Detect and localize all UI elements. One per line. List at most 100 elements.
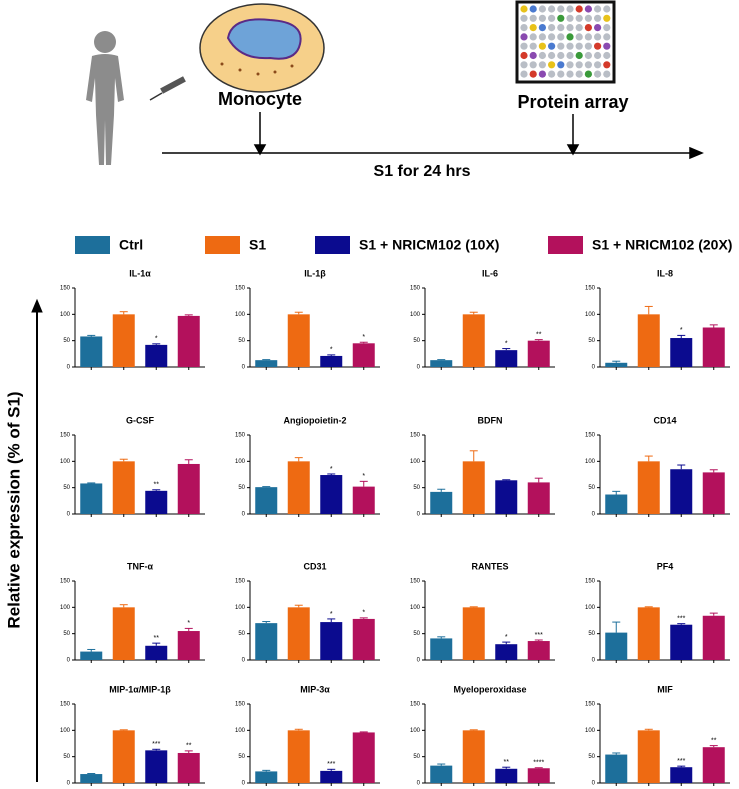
bar [495, 644, 518, 660]
array-dot [603, 51, 611, 60]
bar [287, 461, 310, 514]
y-tick-label: 150 [60, 702, 71, 708]
panel-title: IL-1α [129, 268, 151, 278]
array-dot [594, 14, 602, 22]
y-tick-label: 0 [592, 512, 596, 518]
y-tick-label: 150 [585, 702, 596, 708]
error-bar [502, 479, 511, 481]
error-bar [262, 769, 271, 772]
y-tick-label: 0 [67, 781, 71, 787]
y-tick-label: 0 [417, 658, 421, 664]
y-tick-label: 50 [238, 338, 245, 344]
panel-title: MIP-1α/MIP-1β [109, 684, 171, 694]
y-tick-label: 100 [60, 312, 71, 318]
array-dot [575, 42, 583, 50]
significance-label: ** [186, 743, 192, 750]
bar [352, 732, 375, 783]
y-tick-label: 150 [410, 286, 421, 292]
error-bar [469, 450, 478, 462]
legend-label: S1 + NRICM102 (10X) [359, 237, 499, 253]
array-dot [548, 70, 556, 78]
y-tick-label: 0 [67, 365, 71, 371]
y-tick-label: 100 [60, 605, 71, 611]
bar [112, 730, 135, 783]
array-dot [529, 5, 537, 13]
significance-label: ** [536, 331, 542, 338]
array-dot [603, 61, 611, 69]
error-bar [644, 728, 653, 731]
panel-title: PF4 [657, 561, 674, 571]
array-dot [538, 14, 547, 22]
y-tick-label: 0 [242, 512, 246, 518]
treatment-label: S1 for 24 hrs [374, 163, 471, 180]
array-dot [594, 70, 602, 78]
bar [255, 623, 278, 660]
y-tick-label: 150 [410, 433, 421, 439]
y-tick-label: 0 [417, 365, 421, 371]
timeline-arrows [162, 112, 704, 160]
significance-label: * [362, 334, 365, 341]
y-tick-label: 150 [410, 702, 421, 708]
array-dot [529, 14, 537, 22]
error-bar [87, 648, 96, 652]
y-tick-label: 150 [585, 579, 596, 585]
array-dot [538, 33, 547, 41]
y-tick-label: 150 [410, 579, 421, 585]
error-bar [612, 621, 621, 633]
array-dot [566, 24, 574, 32]
bar [670, 338, 693, 367]
y-tick-label: 50 [413, 338, 420, 344]
y-tick-label: 100 [585, 312, 596, 318]
significance-label: * [505, 634, 508, 641]
y-tick-label: 0 [67, 658, 71, 664]
panel-title: MIF [657, 684, 673, 694]
bar [320, 355, 343, 367]
panel-title: MIP-3α [300, 684, 330, 694]
error-bar [437, 359, 446, 361]
array-dot [584, 14, 593, 22]
array-dot [520, 70, 528, 78]
significance-label: * [505, 340, 508, 347]
array-dot [603, 14, 611, 22]
array-dot [575, 14, 583, 22]
array-dot [594, 61, 602, 69]
significance-label: * [362, 473, 365, 480]
error-bar [437, 763, 446, 766]
significance-label: *** [535, 632, 543, 639]
bar [287, 314, 310, 367]
y-tick-label: 0 [417, 512, 421, 518]
error-bar [152, 343, 161, 345]
bar [352, 343, 375, 367]
y-tick-label: 50 [238, 631, 245, 637]
y-tick-label: 150 [235, 286, 246, 292]
y-tick-label: 50 [588, 338, 595, 344]
array-dot [529, 51, 537, 60]
array-dot [538, 70, 547, 78]
y-tick-label: 100 [235, 459, 246, 465]
error-bar [469, 729, 478, 731]
bar [112, 314, 135, 367]
y-tick-label: 0 [242, 658, 246, 664]
error-bar [612, 360, 621, 363]
y-tick-label: 150 [60, 579, 71, 585]
bar [145, 750, 168, 783]
error-bar [644, 305, 653, 315]
error-bar [469, 606, 478, 608]
bar [112, 607, 135, 660]
significance-label: **** [533, 760, 544, 767]
bar [255, 487, 278, 514]
bar [352, 618, 375, 660]
array-dot [594, 24, 602, 32]
y-tick-label: 0 [67, 512, 71, 518]
bar [287, 730, 310, 783]
array-dot [566, 61, 574, 69]
legend-label: Ctrl [119, 237, 143, 253]
array-dot [538, 5, 547, 13]
array-dot [584, 33, 593, 41]
error-bar [327, 354, 336, 356]
array-dot [575, 33, 583, 41]
error-bar [644, 606, 653, 608]
array-dot [520, 24, 528, 32]
bar [605, 632, 628, 660]
significance-label: ** [154, 635, 160, 642]
